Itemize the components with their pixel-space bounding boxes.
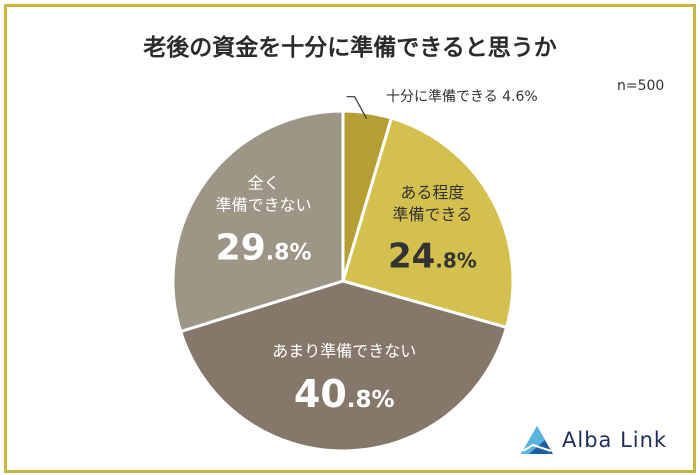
slice-value: 24.8%	[388, 236, 477, 276]
chart-title: 老後の資金を十分に準備できると思うか	[143, 35, 557, 61]
slice-label: あまり準備できない	[272, 342, 416, 361]
slice-label: 準備できる	[393, 205, 473, 224]
brand-logo: Alba Link	[520, 425, 667, 455]
pie-slice	[341, 116, 515, 329]
slice-value: 40.8%	[294, 372, 395, 416]
slice-label: ある程度	[400, 183, 464, 202]
pie-slice	[171, 109, 345, 333]
slice-label: 十分に準備できる 4.6%	[386, 89, 538, 105]
brand-name: Alba Link	[562, 428, 668, 452]
sample-size-label: n=500	[617, 78, 665, 94]
slice-label: 全く	[248, 174, 280, 193]
slice-value: 29.8%	[216, 228, 312, 269]
alba-link-logo-icon	[521, 426, 553, 454]
callout-line	[346, 96, 368, 119]
slice-label: 準備できない	[216, 196, 312, 215]
pie-slice	[179, 279, 509, 453]
